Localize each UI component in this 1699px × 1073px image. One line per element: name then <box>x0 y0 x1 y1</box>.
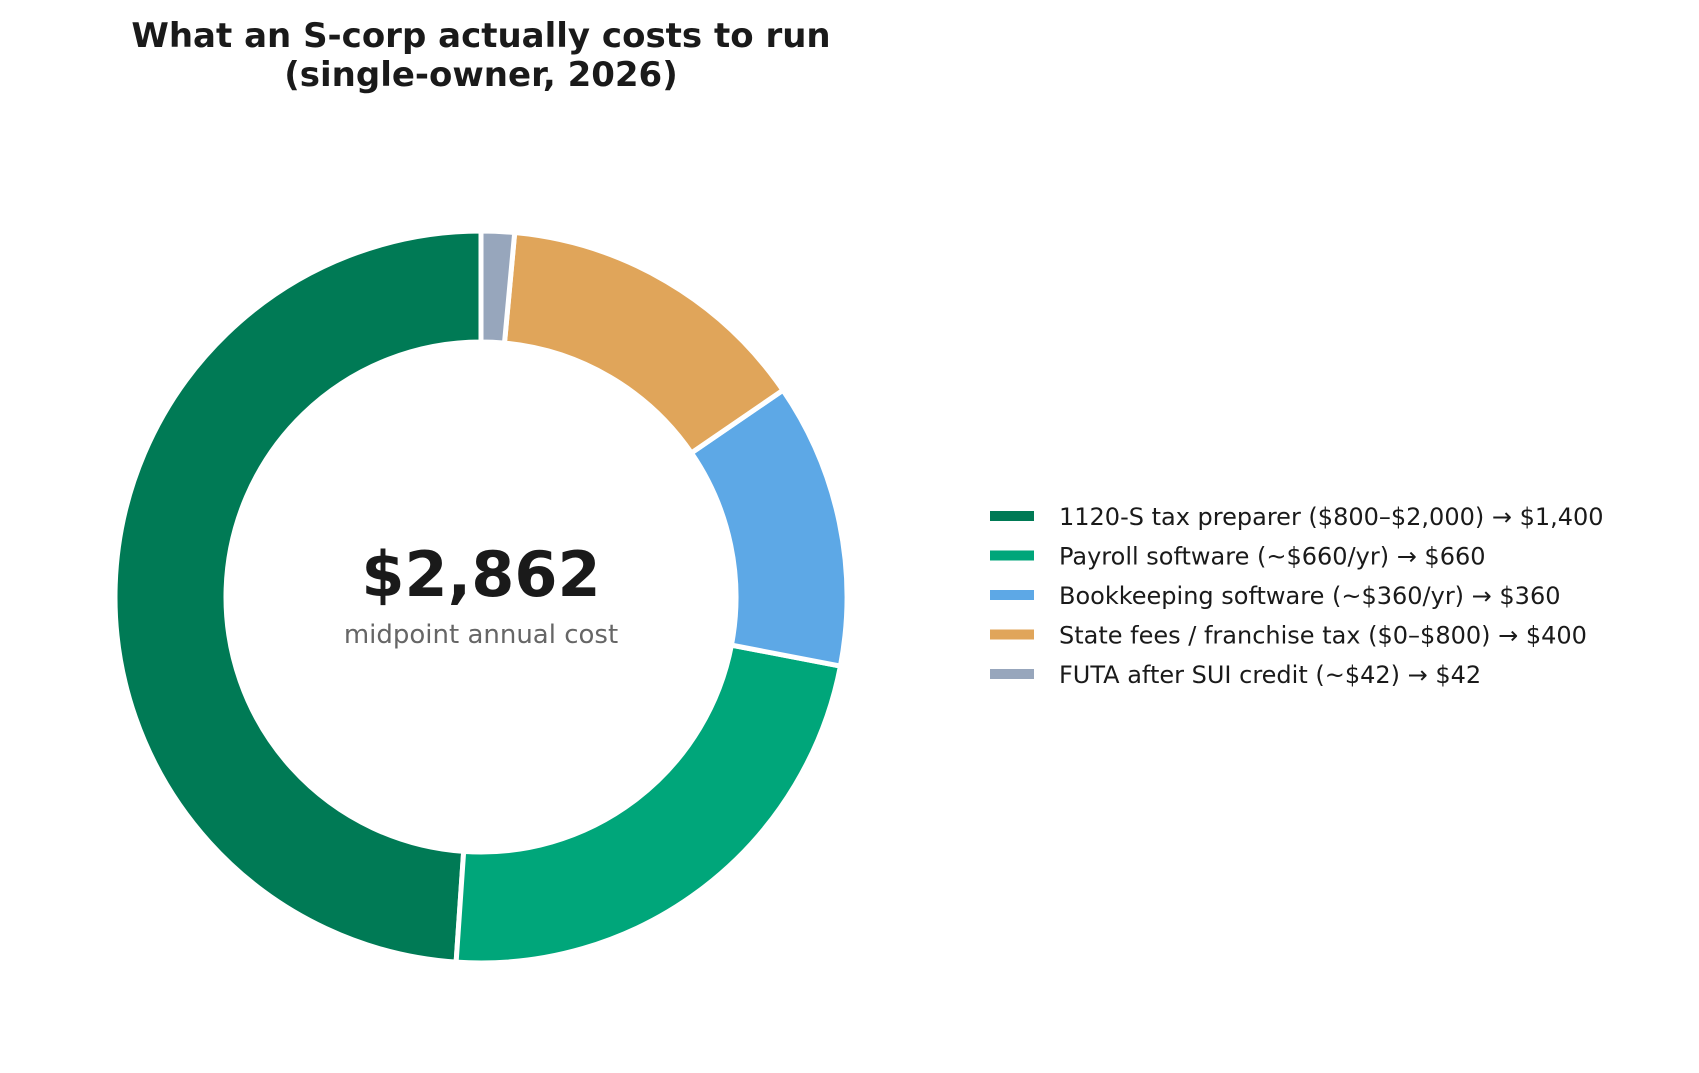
donut-slices <box>112 228 850 966</box>
chart-title-line-1: What an S-corp actually costs to run <box>131 16 830 56</box>
legend-label-5: FUTA after SUI credit (~$42) → $42 <box>1059 661 1481 689</box>
legend-swatch-1 <box>990 511 1034 521</box>
legend-label-4: State fees / franchise tax ($0–$800) → $… <box>1059 622 1587 650</box>
legend-swatch-3 <box>990 590 1034 600</box>
donut-slice-2 <box>453 642 844 966</box>
legend-swatch-5 <box>990 669 1034 679</box>
legend-label-2: Payroll software (~$660/yr) → $660 <box>1059 543 1486 571</box>
legend: 1120-S tax preparer ($800–$2,000) → $1,4… <box>990 503 1604 689</box>
legend-swatch-2 <box>990 550 1034 561</box>
donut-slice-1 <box>112 228 484 965</box>
donut-slice-4 <box>501 229 787 457</box>
legend-label-1: 1120-S tax preparer ($800–$2,000) → $1,4… <box>1059 503 1604 531</box>
legend-swatch-4 <box>990 629 1034 640</box>
center-total-value: $2,862 <box>361 538 600 611</box>
center-total-caption: midpoint annual cost <box>344 620 618 650</box>
donut-slice-5 <box>478 228 518 346</box>
legend-label-3: Bookkeeping software (~$360/yr) → $360 <box>1059 582 1561 610</box>
chart-title-line-2: (single-owner, 2026) <box>284 55 678 95</box>
